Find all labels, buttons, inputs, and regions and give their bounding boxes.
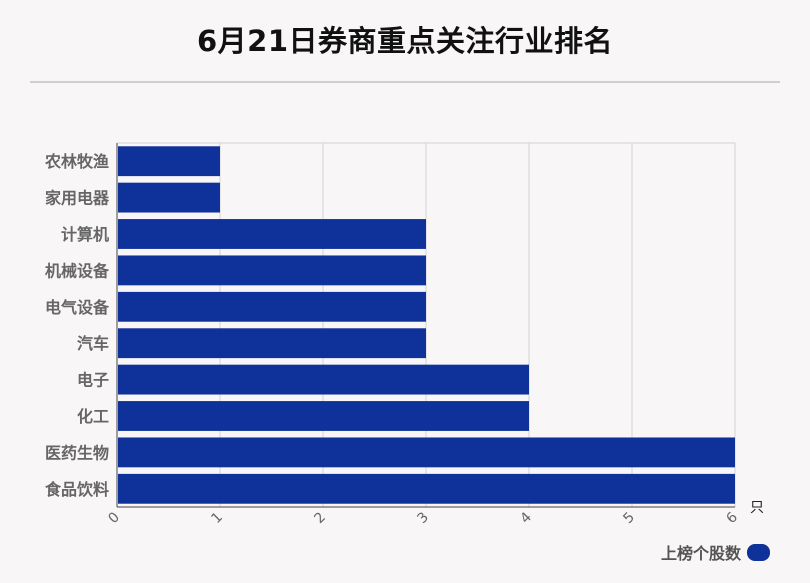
bar	[118, 146, 220, 177]
category-label: 汽车	[77, 334, 109, 353]
category-label: 机械设备	[45, 261, 110, 280]
legend-label: 上榜个股数	[660, 544, 741, 563]
category-label: 电气设备	[45, 298, 110, 317]
x-unit-label: 只	[750, 500, 764, 516]
bar	[118, 328, 426, 359]
category-label: 医药生物	[45, 443, 109, 462]
category-label: 家用电器	[45, 189, 110, 208]
category-label: 计算机	[61, 225, 109, 244]
bar	[118, 473, 735, 504]
bar	[118, 219, 426, 249]
chart-title: 6月21日券商重点关注行业排名	[196, 24, 614, 58]
category-label: 农林牧渔	[44, 152, 109, 171]
x-tick-label: 6	[723, 509, 741, 527]
legend[interactable]: 上榜个股数	[661, 540, 770, 564]
legend-swatch	[747, 543, 770, 561]
bar	[118, 437, 735, 468]
bar	[118, 291, 426, 322]
category-label: 化工	[77, 407, 109, 426]
title-divider	[30, 81, 780, 83]
bar	[118, 182, 220, 213]
bar	[118, 255, 426, 286]
x-tick-label: 3	[414, 509, 432, 527]
x-tick-label: 1	[208, 509, 226, 527]
bar	[118, 401, 529, 431]
x-tick-label: 0	[105, 509, 123, 527]
category-label: 电子	[77, 371, 109, 390]
x-tick-label: 5	[620, 509, 638, 527]
bar	[118, 364, 529, 395]
x-tick-label: 2	[311, 509, 329, 527]
x-tick-label: 4	[517, 509, 535, 527]
category-label: 食品饮料	[44, 480, 109, 499]
